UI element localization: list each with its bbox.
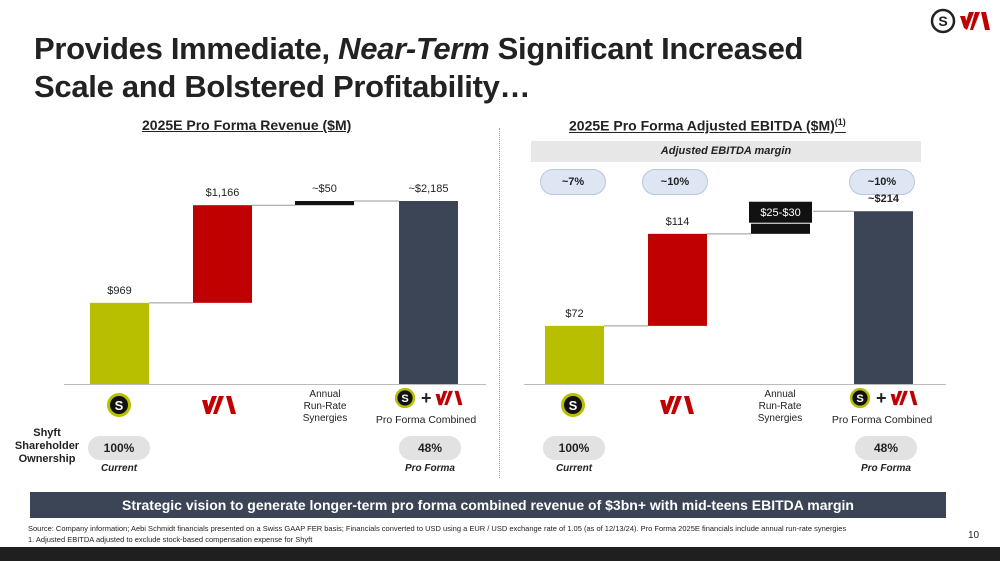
svg-text:S: S — [115, 398, 124, 413]
revenue-synergy-label-1: Annual — [309, 389, 341, 400]
bar-current — [90, 302, 149, 384]
ebitda-title-text: 2025E Pro Forma Adjusted EBITDA ($M) — [569, 117, 835, 134]
bar-data-label: ~$214 — [868, 193, 900, 205]
bar-data-label: $969 — [107, 285, 131, 297]
ebitda-synergy-axis-label: Annual Run-Rate Synergies — [745, 389, 815, 425]
footnote-1: 1. Adjusted EBITDA adjusted to exclude s… — [28, 535, 313, 544]
bar-data-label: $25-$30 — [760, 207, 800, 219]
shyft-logo-icon: S — [849, 387, 871, 409]
ebitda-synergy-label-3: Synergies — [757, 413, 803, 424]
bar-combined — [399, 201, 458, 384]
strategic-vision-banner: Strategic vision to generate longer-term… — [30, 492, 946, 518]
revenue-chart-title: 2025E Pro Forma Revenue ($M) — [142, 117, 352, 133]
revenue-current-ownership-pill: 100% — [88, 436, 150, 460]
revenue-synergy-label-3: Synergies — [302, 413, 348, 424]
footer-bar — [0, 547, 1000, 561]
aebi-schmidt-logo-icon — [202, 396, 236, 414]
title-emphasis: Near-Term — [338, 31, 490, 66]
shyft-logo-icon: S — [107, 393, 131, 417]
ebitda-proforma-ownership-pill: 48% — [855, 436, 917, 460]
footnote-source: Source: Company information; Aebi Schmid… — [28, 524, 847, 533]
ownership-heading-1: Shyft — [33, 427, 61, 439]
ownership-heading-3: Ownership — [18, 453, 76, 465]
bar-synergy — [295, 201, 354, 206]
revenue-combined-axis-label: Pro Forma Combined — [375, 414, 477, 426]
ebitda-current-ownership-pill: 100% — [543, 436, 605, 460]
aebi-schmidt-logo-icon — [660, 396, 694, 414]
revenue-synergy-label-2: Run-Rate — [303, 401, 347, 412]
revenue-synergy-axis-label: Annual Run-Rate Synergies — [290, 389, 360, 425]
ebitda-current-ownership-label: Current — [555, 463, 593, 474]
ebitda-synergy-label-2: Run-Rate — [758, 401, 802, 412]
ebitda-combined-axis-label: Pro Forma Combined — [831, 414, 933, 426]
company-logos-icon: S — [930, 8, 990, 34]
bar-data-label: $1,166 — [206, 187, 240, 199]
title-part-a: Provides Immediate, — [34, 31, 339, 66]
margin-pill-aebi: ~10% — [642, 169, 708, 195]
ebitda-waterfall-chart: $72 $114 $25-$30 ~$214 — [524, 193, 946, 385]
revenue-current-ownership-label: Current — [100, 463, 138, 474]
revenue-waterfall-chart: $969 $1,166 ~$50 ~$2,185 — [64, 183, 486, 385]
margin-pill-combined: ~10% — [849, 169, 915, 195]
bar-acquired — [648, 233, 707, 326]
aebi-schmidt-logo-icon — [890, 390, 918, 406]
slide-title: Provides Immediate, Near-Term Significan… — [34, 30, 894, 106]
svg-text:S: S — [569, 398, 578, 413]
revenue-proforma-ownership-pill: 48% — [399, 436, 461, 460]
svg-text:S: S — [856, 393, 863, 405]
ebitda-chart-title: 2025E Pro Forma Adjusted EBITDA ($M)(1) — [569, 117, 846, 134]
synergy-label-bg — [748, 200, 813, 224]
bar-combined — [854, 211, 913, 384]
ownership-heading: Shyft Shareholder Ownership — [14, 427, 80, 466]
margin-pill-current: ~7% — [540, 169, 606, 195]
shyft-logo-icon: S — [561, 393, 585, 417]
title-line-2: Scale and Bolstered Profitability… — [34, 69, 531, 104]
page-number: 10 — [968, 530, 980, 541]
bar-data-label: ~$50 — [312, 183, 337, 195]
ebitda-title-footnote: (1) — [834, 117, 846, 127]
bar-current — [545, 325, 604, 384]
bar-data-label: $114 — [666, 216, 690, 228]
shyft-logo-icon: S — [394, 387, 416, 409]
ebitda-margin-banner: Adjusted EBITDA margin — [531, 141, 921, 162]
chart-divider — [499, 128, 500, 478]
plus-icon: + — [876, 388, 887, 408]
ebitda-proforma-ownership-label: Pro Forma — [860, 463, 911, 474]
bar-data-label: $72 — [565, 308, 583, 320]
aebi-schmidt-logo-icon — [435, 390, 463, 406]
ownership-heading-2: Shareholder — [14, 440, 80, 452]
bar-data-label: ~$2,185 — [408, 183, 448, 195]
plus-icon: + — [421, 388, 432, 408]
revenue-proforma-ownership-label: Pro Forma — [404, 463, 455, 474]
ebitda-synergy-label-1: Annual — [764, 389, 796, 400]
bar-acquired — [193, 205, 252, 303]
title-part-b: Significant Increased — [489, 31, 804, 66]
svg-text:S: S — [938, 13, 947, 29]
synergy-label-box: $25-$30 — [748, 200, 813, 224]
svg-text:S: S — [401, 393, 408, 405]
